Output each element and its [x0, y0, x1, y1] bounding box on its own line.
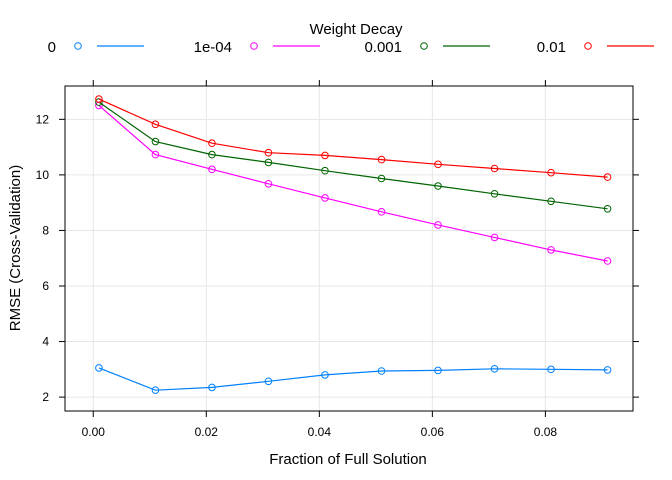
data-point — [151, 137, 160, 146]
x-axis-title: Fraction of Full Solution — [269, 451, 427, 468]
data-point — [490, 164, 499, 173]
data-point — [208, 165, 216, 174]
series-line — [98, 104, 608, 262]
data-point — [547, 197, 555, 206]
legend-item-0: 0 — [48, 39, 144, 56]
data-point — [321, 166, 329, 175]
legend-marker — [420, 42, 428, 50]
legend-marker — [584, 42, 592, 50]
data-point — [321, 194, 329, 202]
series-0 — [95, 364, 612, 394]
x-tick-label: 0.06 — [421, 425, 445, 439]
y-tick-label: 8 — [42, 223, 49, 237]
legend-item-1: 1e-04 — [194, 39, 320, 56]
data-point — [264, 179, 273, 188]
legend-item-2: 0.001 — [364, 39, 490, 56]
data-point — [377, 174, 386, 183]
x-tick-label: 0.08 — [534, 425, 558, 439]
grid — [65, 86, 633, 411]
series-line — [98, 101, 608, 210]
data-point — [151, 386, 160, 394]
data-point — [377, 208, 386, 216]
legend-label: 0.01 — [537, 39, 566, 56]
data-point — [321, 371, 329, 379]
data-point — [490, 189, 499, 198]
plot-frame — [64, 85, 634, 412]
data-point — [208, 150, 216, 159]
data-point — [377, 367, 386, 375]
data-point — [264, 377, 273, 386]
data-point — [603, 173, 612, 181]
legend-label: 0.001 — [364, 39, 402, 56]
legend-label: 1e-04 — [194, 39, 232, 56]
axis-ticks: 0.00 0.02 0.04 0.06 0.08 2 4 6 8 10 12 — [36, 80, 639, 439]
x-tick-label: 0.02 — [195, 425, 219, 439]
legend-marker — [250, 42, 258, 50]
data-point — [434, 366, 442, 375]
series-line — [98, 98, 608, 178]
data-point — [151, 120, 160, 129]
data-point — [264, 148, 273, 157]
data-point — [208, 139, 216, 148]
data-point — [434, 221, 442, 229]
y-tick-label: 2 — [42, 390, 49, 404]
data-point — [490, 364, 499, 373]
y-tick-label: 12 — [36, 112, 50, 126]
data-point — [321, 151, 329, 160]
legend: Weight Decay 0 1e-04 0.001 0.01 — [48, 21, 654, 56]
legend-label: 0 — [48, 39, 56, 56]
data-point — [434, 160, 442, 169]
data-point — [603, 366, 612, 374]
x-tick-label: 0.00 — [82, 425, 106, 439]
data-point — [547, 168, 555, 177]
data-point — [208, 383, 216, 392]
series-3 — [95, 95, 612, 181]
data-point — [95, 98, 103, 106]
series-1 — [95, 101, 612, 265]
series-line — [98, 367, 608, 391]
data-point — [151, 150, 160, 159]
y-tick-label: 4 — [42, 335, 49, 349]
data-point — [95, 95, 103, 103]
data-point — [434, 182, 442, 190]
series-2 — [95, 98, 612, 213]
legend-item-3: 0.01 — [537, 39, 654, 56]
y-tick-label: 10 — [36, 168, 50, 182]
x-tick-label: 0.04 — [308, 425, 332, 439]
data-point — [547, 365, 555, 374]
y-tick-label: 6 — [42, 279, 49, 293]
data-point — [603, 257, 612, 265]
data-point — [603, 204, 612, 213]
data-point — [377, 155, 386, 164]
data-point — [95, 364, 103, 372]
legend-marker — [74, 42, 82, 50]
y-axis-title: RMSE (Cross-Validation) — [7, 165, 24, 331]
data-point — [547, 246, 555, 254]
legend-title: Weight Decay — [309, 21, 403, 38]
series-group — [95, 95, 612, 394]
data-point — [264, 158, 273, 167]
data-point — [490, 233, 499, 242]
